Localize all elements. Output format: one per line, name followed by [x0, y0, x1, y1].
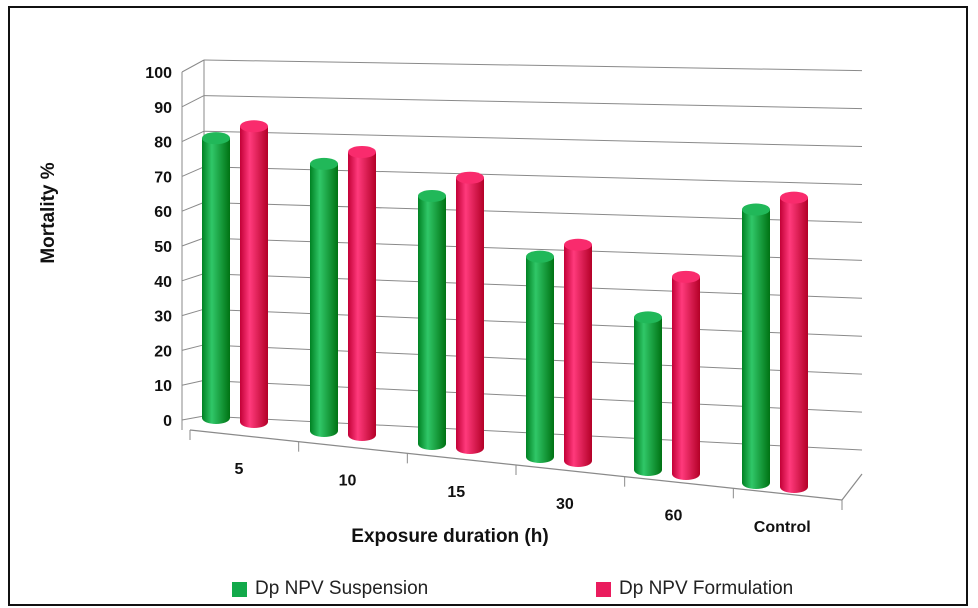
bar-top [672, 270, 700, 283]
gridline [203, 95, 863, 110]
bar [310, 157, 338, 437]
side-gridline [181, 201, 205, 212]
bar-body [742, 209, 770, 489]
side-gridline [181, 379, 205, 386]
bar-top [780, 191, 808, 204]
side-gridline [181, 237, 205, 247]
chart-area: 0 10 20 30 40 50 60 70 80 90 100 5 10 15 30 60 Control M… [38, 59, 863, 547]
x-tick-label: 60 [665, 508, 683, 525]
y-tick-label: 30 [154, 309, 172, 326]
bar-top [348, 145, 376, 158]
bar-top [526, 250, 554, 263]
bar [418, 189, 446, 450]
side-gridline [181, 415, 205, 421]
bar-top [202, 132, 230, 145]
bar-top [456, 171, 484, 184]
bar-top [418, 189, 446, 202]
bar-body [526, 256, 554, 463]
y-tick-label: 40 [154, 274, 172, 291]
legend-item-suspension: Dp NPV Suspension [232, 574, 428, 604]
bar [564, 238, 592, 467]
bar-body [310, 163, 338, 437]
gridline [203, 59, 863, 72]
y-tick-label: 60 [154, 204, 172, 221]
y-tick-label: 80 [154, 135, 172, 152]
bar-top [564, 238, 592, 251]
bar-body [634, 317, 662, 476]
bar-body [456, 177, 484, 454]
bar-body [672, 276, 700, 480]
bar-body [418, 195, 446, 450]
y-tick-label: 100 [145, 65, 172, 82]
gridline [203, 166, 863, 185]
side-gridline [181, 59, 205, 73]
legend-item-formulation: Dp NPV Formulation [596, 574, 793, 604]
bar [526, 250, 554, 463]
side-gridline [181, 95, 205, 108]
bar-layer [202, 120, 808, 493]
legend-swatch-formulation [596, 581, 611, 597]
floor-right-edge [841, 473, 863, 501]
bar [742, 203, 770, 489]
legend-label-suspension: Dp NPV Suspension [255, 578, 429, 599]
axis-layer: 0 10 20 30 40 50 60 70 80 90 100 5 10 15 30 60 Control [145, 65, 810, 536]
bar [348, 145, 376, 442]
bar-top [634, 311, 662, 324]
chart-frame: 0 10 20 30 40 50 60 70 80 90 100 5 10 15 30 60 Control M… [8, 6, 968, 606]
side-gridline [181, 308, 205, 317]
y-tick-label: 20 [154, 343, 172, 360]
bar-body [780, 197, 808, 493]
bar [672, 270, 700, 480]
y-tick-label: 70 [154, 169, 172, 186]
x-tick-label: 10 [339, 473, 357, 490]
gridline [203, 130, 863, 148]
bar-top [310, 157, 338, 170]
side-gridline [181, 344, 205, 351]
bar [780, 191, 808, 493]
legend-swatch-suspension [232, 581, 247, 597]
bar-top [240, 120, 268, 133]
bar-body [348, 151, 376, 442]
legend-label-formulation: Dp NPV Formulation [619, 578, 794, 599]
x-tick-label: 15 [447, 484, 465, 501]
bar-body [564, 244, 592, 467]
side-gridline [181, 273, 205, 282]
bar [240, 120, 268, 428]
bar-top [742, 203, 770, 216]
y-axis-label: Mortality % [38, 162, 59, 263]
bar-body [240, 126, 268, 428]
bar [634, 311, 662, 476]
y-tick-label: 50 [154, 239, 172, 256]
bar [202, 132, 230, 424]
x-tick-label: Control [754, 519, 811, 536]
x-tick-label: 30 [556, 496, 574, 513]
side-gridline [181, 130, 205, 143]
bar-body [202, 138, 230, 424]
y-tick-label: 10 [154, 378, 172, 395]
x-tick-label: 5 [234, 461, 243, 478]
x-axis-label: Exposure duration (h) [351, 526, 548, 547]
y-tick-label: 0 [163, 413, 172, 430]
bar [456, 171, 484, 454]
y-tick-label: 90 [154, 100, 172, 117]
side-gridline [181, 166, 205, 177]
